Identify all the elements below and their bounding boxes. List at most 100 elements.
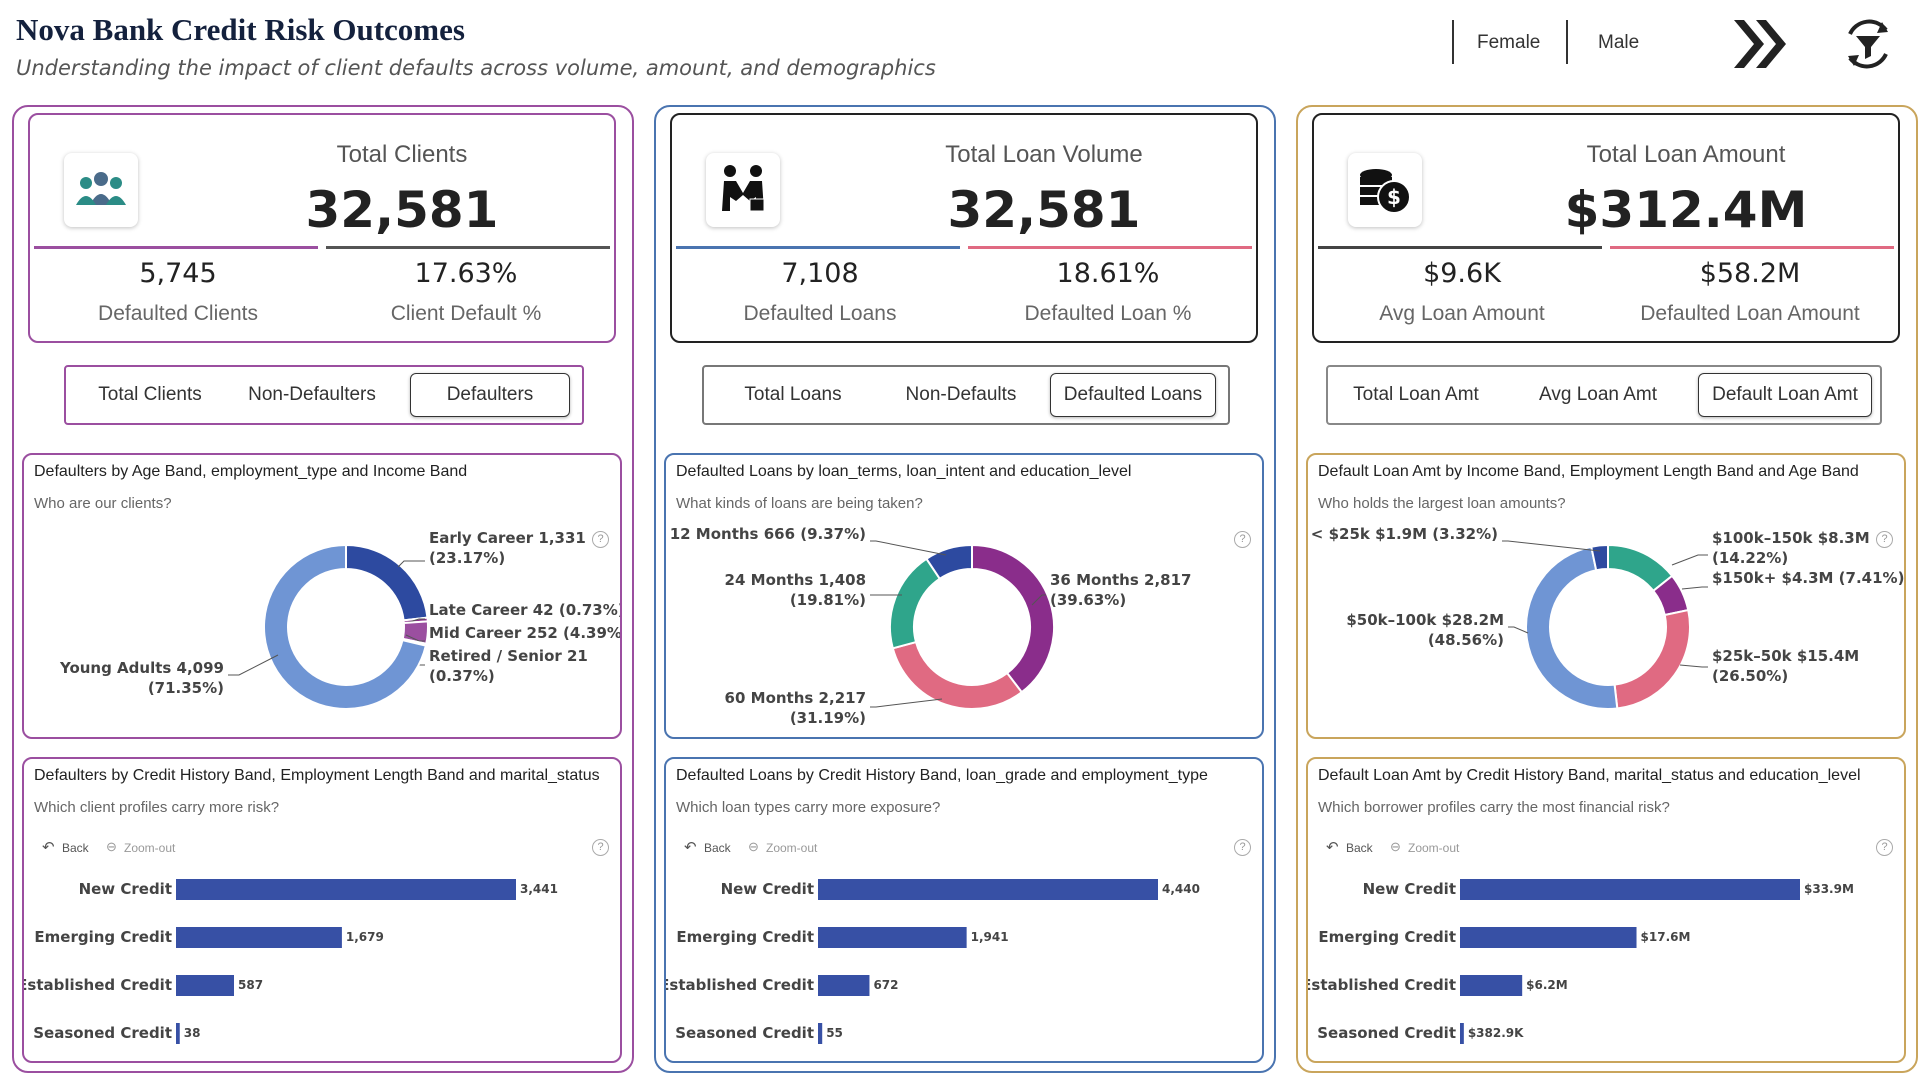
- page-subtitle: Understanding the impact of client defau…: [16, 56, 936, 80]
- donut-label: Retired / Senior 21: [429, 647, 588, 665]
- chart-title: Defaulted Loans by loan_terms, loan_inte…: [676, 463, 1132, 480]
- donut-leader-line: [1681, 586, 1708, 590]
- measure-toggle: Total Loan Amt Avg Loan Amt Default Loan A…: [1326, 365, 1882, 425]
- donut-label: Young Adults 4,099: [59, 659, 224, 677]
- donut-label: $150k+ $4.3M (7.41%): [1712, 569, 1904, 587]
- donut-label: $100k–150k $8.3M: [1712, 529, 1870, 547]
- slicer-female[interactable]: Female: [1477, 32, 1541, 53]
- donut-leader-line: [397, 560, 425, 568]
- bar-category-label: Emerging Credit: [1318, 928, 1456, 946]
- chart-title: Defaulted Loans by Credit History Band, …: [676, 767, 1208, 784]
- bar-category-label: Seasoned Credit: [33, 1024, 172, 1042]
- bar: [818, 1023, 823, 1044]
- filter-reset-icon[interactable]: [1840, 16, 1896, 72]
- chevrons-right-icon[interactable]: [1730, 16, 1790, 72]
- bar-category-label: New Credit: [1363, 880, 1456, 898]
- toggle-option-total-loans[interactable]: Total Loans: [744, 384, 842, 405]
- toggle-option-defaulters[interactable]: Defaulters: [410, 373, 570, 417]
- chart-title: Default Loan Amt by Income Band, Employm…: [1318, 463, 1859, 480]
- back-button[interactable]: Back: [62, 841, 89, 855]
- donut-leader-line: [1502, 540, 1601, 552]
- bar: [176, 975, 235, 996]
- bar: [818, 927, 967, 948]
- bar: [176, 927, 342, 948]
- help-icon[interactable]: ?: [1234, 839, 1251, 856]
- bar-value-label: 38: [184, 1026, 201, 1040]
- donut-leader-line: [1671, 554, 1708, 566]
- toggle-option-total-clients[interactable]: Total Clients: [98, 384, 202, 405]
- donut-label-pct: (19.81%): [790, 591, 866, 609]
- bar-chart-card: Defaulted Loans by Credit History Band, …: [664, 757, 1264, 1063]
- donut-label-pct: (0.37%): [429, 667, 495, 685]
- help-icon[interactable]: ?: [1876, 839, 1893, 856]
- donut-label: 36 Months 2,817: [1050, 571, 1191, 589]
- bar-value-label: 672: [873, 978, 898, 992]
- kpi-sub-value: 7,108: [781, 258, 859, 289]
- donut-leader-line: [1679, 664, 1708, 668]
- toggle-option-default-loan-amt[interactable]: Default Loan Amt: [1698, 373, 1872, 417]
- handshake-icon: [706, 153, 780, 227]
- donut-slice: [1613, 608, 1691, 710]
- kpi-divider-left: [1318, 246, 1602, 249]
- kpi-sub-label: Client Default %: [390, 302, 542, 325]
- zoom-out-button[interactable]: Zoom-out: [124, 841, 176, 855]
- kpi-sub-value: 18.61%: [1056, 258, 1160, 289]
- donut-label: 24 Months 1,408: [725, 571, 866, 589]
- zoom-out-icon[interactable]: ⊖: [1390, 839, 1401, 854]
- help-icon[interactable]: ?: [592, 531, 609, 548]
- chart-subtitle: What kinds of loans are being taken?: [676, 495, 923, 512]
- zoom-out-button[interactable]: Zoom-out: [766, 841, 818, 855]
- toggle-option-defaulted-loans[interactable]: Defaulted Loans: [1050, 373, 1216, 417]
- zoom-out-icon[interactable]: ⊖: [106, 839, 117, 854]
- page-title: Nova Bank Credit Risk Outcomes: [16, 12, 465, 47]
- back-arrow-icon[interactable]: ↶: [684, 839, 697, 856]
- donut-label: Mid Career 252 (4.39%): [429, 624, 620, 642]
- bar: [176, 1023, 180, 1044]
- toggle-option-non-defaulters[interactable]: Non-Defaulters: [248, 384, 376, 405]
- bar-category-label: Emerging Credit: [676, 928, 814, 946]
- zoom-out-icon[interactable]: ⊖: [748, 839, 759, 854]
- back-arrow-icon[interactable]: ↶: [1326, 839, 1339, 856]
- kpi-sub-value: 5,745: [139, 258, 217, 289]
- bar-value-label: $17.6M: [1641, 930, 1691, 944]
- donut-leader-line: [1031, 594, 1046, 606]
- help-icon[interactable]: ?: [1876, 531, 1893, 548]
- help-icon[interactable]: ?: [1234, 531, 1251, 548]
- panel-3: $ Total Loan Amount $312.4M $9.6K Avg Loan A…: [1296, 105, 1918, 1073]
- chart-subtitle: Which loan types carry more exposure?: [676, 799, 941, 816]
- kpi-sub-value: $58.2M: [1699, 258, 1801, 289]
- bar-value-label: $382.9K: [1468, 1026, 1524, 1040]
- donut-slice: [1590, 543, 1609, 572]
- bar-value-label: 1,679: [346, 930, 384, 944]
- donut-leader-line: [870, 698, 943, 708]
- back-arrow-icon[interactable]: ↶: [42, 839, 55, 856]
- donut-leader-line: [405, 634, 425, 642]
- bar-chart-card: Defaulters by Credit History Band, Emplo…: [22, 757, 622, 1063]
- bar-category-label: New Credit: [721, 880, 814, 898]
- donut-leader-line: [1508, 626, 1529, 634]
- donut-chart: 36 Months 2,817 (39.63%) 60 Months 2,217 (3…: [670, 525, 1192, 727]
- chart-subtitle: Which borrower profiles carry the most f…: [1318, 799, 1670, 816]
- slicer-male[interactable]: Male: [1598, 32, 1640, 53]
- measure-toggle: Total Clients Non-Defaulters Defaulters: [64, 365, 584, 425]
- back-button[interactable]: Back: [704, 841, 731, 855]
- back-button[interactable]: Back: [1346, 841, 1373, 855]
- zoom-out-button[interactable]: Zoom-out: [1408, 841, 1460, 855]
- toggle-option-total-loan-amt[interactable]: Total Loan Amt: [1353, 384, 1479, 405]
- donut-label: Late Career 42 (0.73%): [429, 601, 620, 619]
- donut-slice: [889, 557, 942, 650]
- toggle-option-non-defaults[interactable]: Non-Defaults: [905, 384, 1017, 405]
- donut-leader-line: [228, 654, 279, 676]
- kpi-sub-value: 17.63%: [414, 258, 518, 289]
- bar-value-label: 587: [238, 978, 263, 992]
- bar-category-label: Emerging Credit: [34, 928, 172, 946]
- kpi-card: $ Total Loan Amount $312.4M $9.6K Avg Loan A…: [1312, 113, 1900, 343]
- help-icon[interactable]: ?: [592, 839, 609, 856]
- kpi-value: 32,581: [305, 181, 499, 239]
- bar-chart: New Credit $33.9M Emerging Credit $17.6M Est…: [1308, 879, 1854, 1044]
- toggle-option-avg-loan-amt[interactable]: Avg Loan Amt: [1539, 384, 1657, 405]
- donut-label-pct: (39.63%): [1050, 591, 1126, 609]
- bar-value-label: 1,941: [971, 930, 1009, 944]
- bar-chart: New Credit 4,440 Emerging Credit 1,941 Estab…: [666, 879, 1200, 1044]
- svg-text:$: $: [1387, 185, 1401, 209]
